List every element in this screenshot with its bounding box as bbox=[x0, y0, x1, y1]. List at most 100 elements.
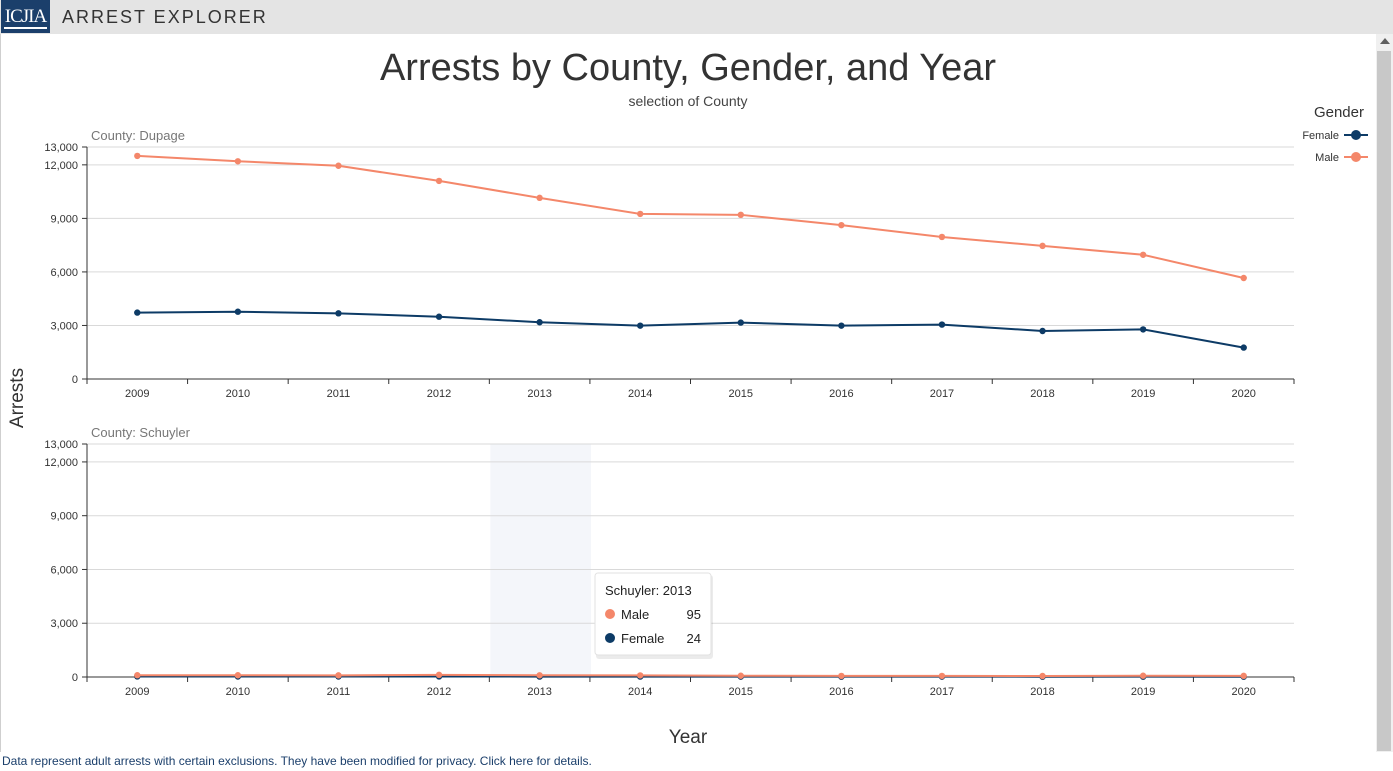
data-point-male[interactable] bbox=[938, 672, 946, 680]
data-point-male[interactable] bbox=[1240, 672, 1247, 680]
legend-title: Gender bbox=[1314, 104, 1364, 121]
tooltip-title: Schuyler: 2013 bbox=[605, 583, 692, 598]
x-tick-label: 2009 bbox=[125, 686, 149, 698]
data-point-male[interactable] bbox=[1240, 274, 1247, 282]
x-tick-label: 2011 bbox=[327, 686, 351, 698]
vertical-scrollbar[interactable] bbox=[1376, 34, 1393, 752]
data-point-male[interactable] bbox=[536, 194, 543, 202]
data-point-male[interactable] bbox=[435, 671, 443, 679]
legend-marker-female bbox=[1351, 130, 1361, 140]
x-tick-label: 2013 bbox=[527, 686, 551, 698]
data-point-male[interactable] bbox=[637, 672, 644, 679]
panel-1: County: Dupage 0 3,000 6,000 9,000 12,000 13,0… bbox=[44, 128, 1295, 400]
data-point-male[interactable] bbox=[234, 672, 242, 679]
panel-2: County: Schuyler 0 3,000 6,000 9,000 12,000 13… bbox=[44, 425, 1295, 698]
x-tick-label: 2015 bbox=[729, 388, 753, 400]
x-tick-label: 2019 bbox=[1131, 686, 1155, 698]
data-point-male[interactable] bbox=[134, 672, 141, 679]
y-tick-label: 0 bbox=[72, 672, 78, 684]
data-point-female[interactable] bbox=[737, 319, 744, 326]
chart-subtitle: selection of County bbox=[628, 93, 747, 109]
tooltip-box bbox=[594, 572, 712, 656]
footer: Data represent adult arrests with certai… bbox=[0, 752, 1393, 771]
x-tick-label: 2017 bbox=[930, 686, 954, 698]
tooltip-series-name: Male bbox=[621, 607, 649, 622]
privacy-details-link[interactable]: Data represent adult arrests with certai… bbox=[2, 754, 592, 768]
legend: Gender Female Male bbox=[1302, 104, 1368, 164]
panel-label: County: Schuyler bbox=[91, 425, 191, 440]
chart-title: Arrests by County, Gender, and Year bbox=[380, 47, 996, 89]
data-point-female[interactable] bbox=[1139, 326, 1147, 333]
panel-label: County: Dupage bbox=[91, 128, 185, 143]
icjia-logo[interactable]: ICJIA bbox=[1, 0, 50, 33]
x-tick-label: 2018 bbox=[1030, 686, 1054, 698]
tooltip-series-name: Female bbox=[621, 631, 664, 646]
arrests-chart: Arrests by County, Gender, and Year selec… bbox=[7, 47, 1368, 748]
y-tick-label: 3,000 bbox=[50, 618, 78, 630]
data-point-male[interactable] bbox=[1139, 251, 1147, 258]
tooltip-marker-male bbox=[605, 609, 615, 619]
x-tick-label: 2015 bbox=[729, 686, 753, 698]
x-tick-label: 2016 bbox=[829, 388, 853, 400]
app-header: ICJIA ARREST EXPLORER bbox=[0, 0, 1393, 34]
legend-label-female: Female bbox=[1302, 130, 1339, 142]
y-tick-label: 12,000 bbox=[44, 457, 78, 469]
x-tick-label: 2013 bbox=[527, 388, 551, 400]
x-tick-label: 2010 bbox=[226, 686, 250, 698]
y-tick-label: 9,000 bbox=[50, 213, 78, 225]
data-point-male[interactable] bbox=[536, 672, 543, 679]
x-tick-label: 2010 bbox=[226, 388, 250, 400]
tooltip-value: 24 bbox=[687, 631, 701, 646]
series-line-male bbox=[137, 154, 1244, 279]
data-point-female[interactable] bbox=[1039, 327, 1046, 335]
x-tick-label: 2017 bbox=[930, 388, 954, 400]
tooltip-value: 95 bbox=[687, 607, 701, 622]
data-point-male[interactable] bbox=[1039, 672, 1046, 680]
x-tick-label: 2018 bbox=[1030, 388, 1054, 400]
x-tick-label: 2012 bbox=[427, 388, 451, 400]
y-tick-label: 6,000 bbox=[50, 267, 78, 279]
data-point-female[interactable] bbox=[134, 309, 141, 316]
x-tick-label: 2012 bbox=[427, 686, 451, 698]
legend-marker-male bbox=[1351, 152, 1361, 162]
tooltip: Schuyler: 2013 Male 95 Female 24 bbox=[594, 572, 713, 659]
data-point-male[interactable] bbox=[737, 211, 744, 219]
data-point-male[interactable] bbox=[134, 152, 141, 160]
data-point-male[interactable] bbox=[1139, 672, 1147, 679]
series-line-male bbox=[137, 673, 1244, 677]
scrollbar-thumb[interactable] bbox=[1377, 51, 1391, 751]
x-tick-label: 2016 bbox=[829, 686, 853, 698]
hover-highlight-band bbox=[490, 444, 591, 677]
data-point-male[interactable] bbox=[737, 672, 744, 679]
y-tick-label: 9,000 bbox=[50, 511, 78, 523]
data-point-male[interactable] bbox=[335, 162, 342, 169]
scroll-up-arrow-icon[interactable] bbox=[1380, 38, 1390, 44]
data-point-male[interactable] bbox=[234, 158, 242, 165]
data-point-female[interactable] bbox=[1240, 344, 1247, 351]
data-point-male[interactable] bbox=[435, 177, 443, 185]
data-point-female[interactable] bbox=[234, 308, 242, 315]
legend-item-male[interactable]: Male bbox=[1315, 152, 1368, 164]
data-point-male[interactable] bbox=[938, 233, 946, 241]
x-tick-label: 2014 bbox=[628, 686, 652, 698]
data-point-female[interactable] bbox=[838, 322, 845, 329]
legend-label-male: Male bbox=[1315, 152, 1339, 164]
series-line-female bbox=[137, 310, 1244, 349]
data-point-female[interactable] bbox=[435, 313, 443, 320]
data-point-male[interactable] bbox=[838, 221, 845, 229]
data-point-male[interactable] bbox=[335, 672, 342, 679]
app-title: ARREST EXPLORER bbox=[62, 7, 268, 27]
data-point-female[interactable] bbox=[536, 319, 543, 326]
data-point-female[interactable] bbox=[335, 310, 342, 317]
x-tick-label: 2011 bbox=[327, 388, 351, 400]
data-point-male[interactable] bbox=[637, 210, 644, 218]
y-tick-label: 12,000 bbox=[44, 160, 78, 172]
data-point-male[interactable] bbox=[838, 672, 845, 680]
x-tick-label: 2020 bbox=[1231, 686, 1255, 698]
legend-item-female[interactable]: Female bbox=[1302, 130, 1368, 142]
data-point-male[interactable] bbox=[1039, 242, 1046, 250]
y-tick-label: 13,000 bbox=[44, 142, 78, 154]
data-point-female[interactable] bbox=[637, 322, 644, 329]
y-tick-label: 13,000 bbox=[44, 439, 78, 451]
data-point-female[interactable] bbox=[938, 321, 946, 328]
